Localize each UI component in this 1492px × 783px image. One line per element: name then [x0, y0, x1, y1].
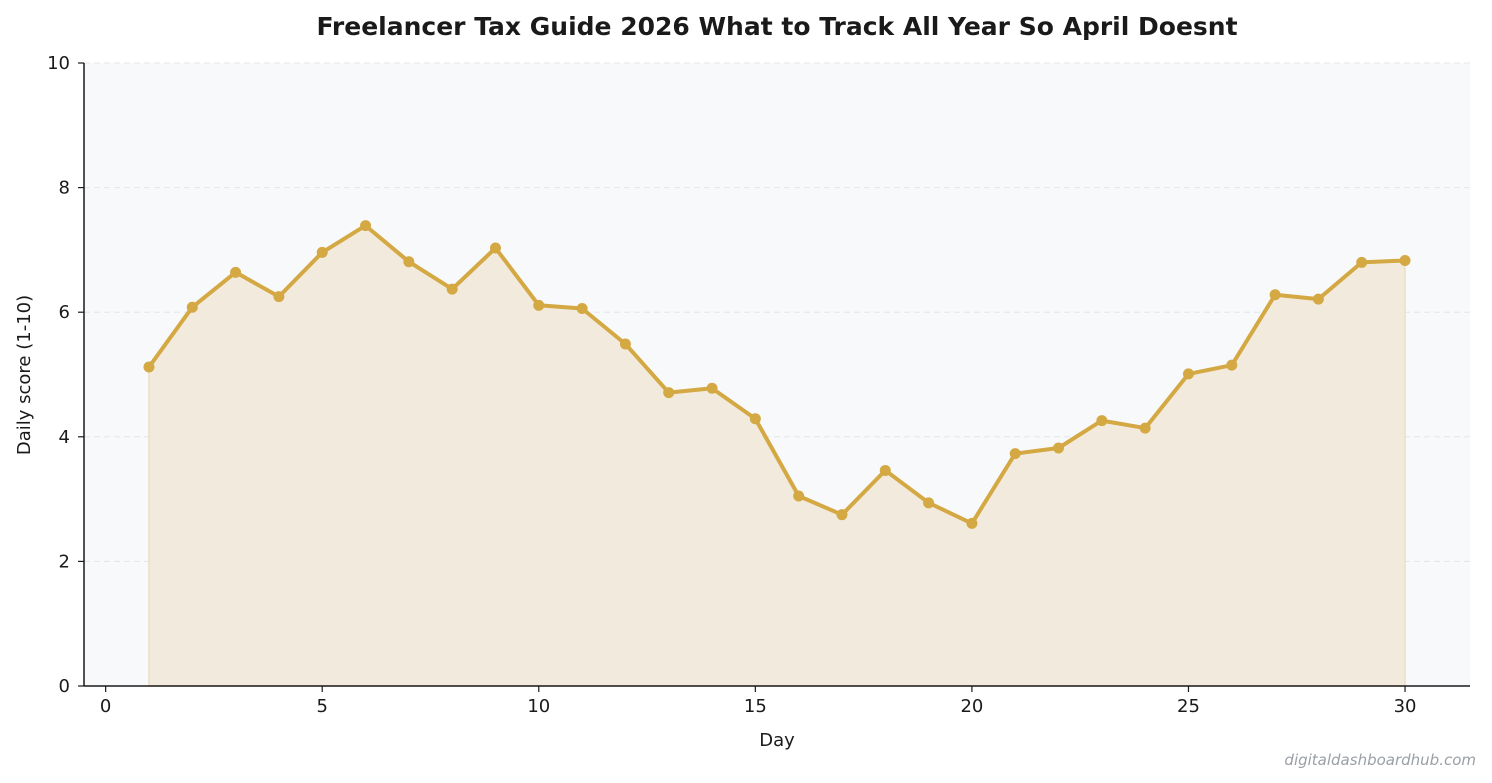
y-tick-label: 6 [59, 302, 70, 323]
data-point [1269, 289, 1281, 301]
watermark: digitaldashboardhub.com [1284, 751, 1476, 769]
y-tick-label: 8 [59, 178, 70, 199]
data-point [1096, 415, 1108, 427]
data-point [273, 291, 285, 303]
data-point [576, 302, 588, 314]
data-point [1053, 442, 1065, 454]
data-point [446, 283, 458, 295]
data-point [1226, 359, 1238, 371]
data-point [706, 382, 718, 394]
y-tick-label: 4 [59, 427, 70, 448]
x-tick-label: 15 [744, 696, 767, 717]
x-tick-label: 25 [1177, 696, 1200, 717]
x-tick-label: 10 [527, 696, 550, 717]
data-point [230, 266, 242, 278]
data-point [1312, 293, 1324, 305]
x-tick-label: 20 [960, 696, 983, 717]
data-point [316, 246, 328, 258]
data-point [186, 301, 198, 313]
x-axis-ticks: 0 5 10 15 20 25 30 [100, 686, 1417, 717]
data-point [1399, 254, 1411, 266]
y-tick-label: 2 [59, 551, 70, 572]
data-line [147, 223, 1406, 526]
data-point [360, 220, 372, 232]
data-point [1139, 422, 1151, 434]
data-point [143, 361, 155, 373]
y-tick-label: 0 [59, 676, 70, 697]
x-axis-label: Day [759, 730, 795, 751]
axes [83, 63, 1470, 687]
data-point [966, 517, 978, 529]
data-point [1009, 448, 1021, 460]
x-tick-label: 30 [1394, 696, 1417, 717]
data-point [489, 242, 501, 254]
x-tick-label: 0 [100, 696, 111, 717]
data-point [403, 256, 415, 268]
data-points [143, 220, 1411, 529]
data-point [836, 509, 848, 521]
data-point [1182, 368, 1194, 380]
y-tick-label: 10 [47, 53, 70, 74]
data-point [619, 338, 631, 350]
data-point [923, 497, 935, 509]
data-point [533, 299, 545, 311]
data-point [1356, 256, 1368, 268]
data-point [663, 387, 675, 399]
y-axis-ticks: 0 2 4 6 8 10 [47, 53, 84, 697]
chart-title: Freelancer Tax Guide 2026 What to Track … [316, 12, 1237, 41]
x-tick-label: 5 [316, 696, 327, 717]
data-point [749, 413, 761, 425]
data-point [793, 490, 805, 502]
y-axis-label: Daily score (1-10) [14, 295, 35, 455]
data-point [879, 464, 891, 476]
